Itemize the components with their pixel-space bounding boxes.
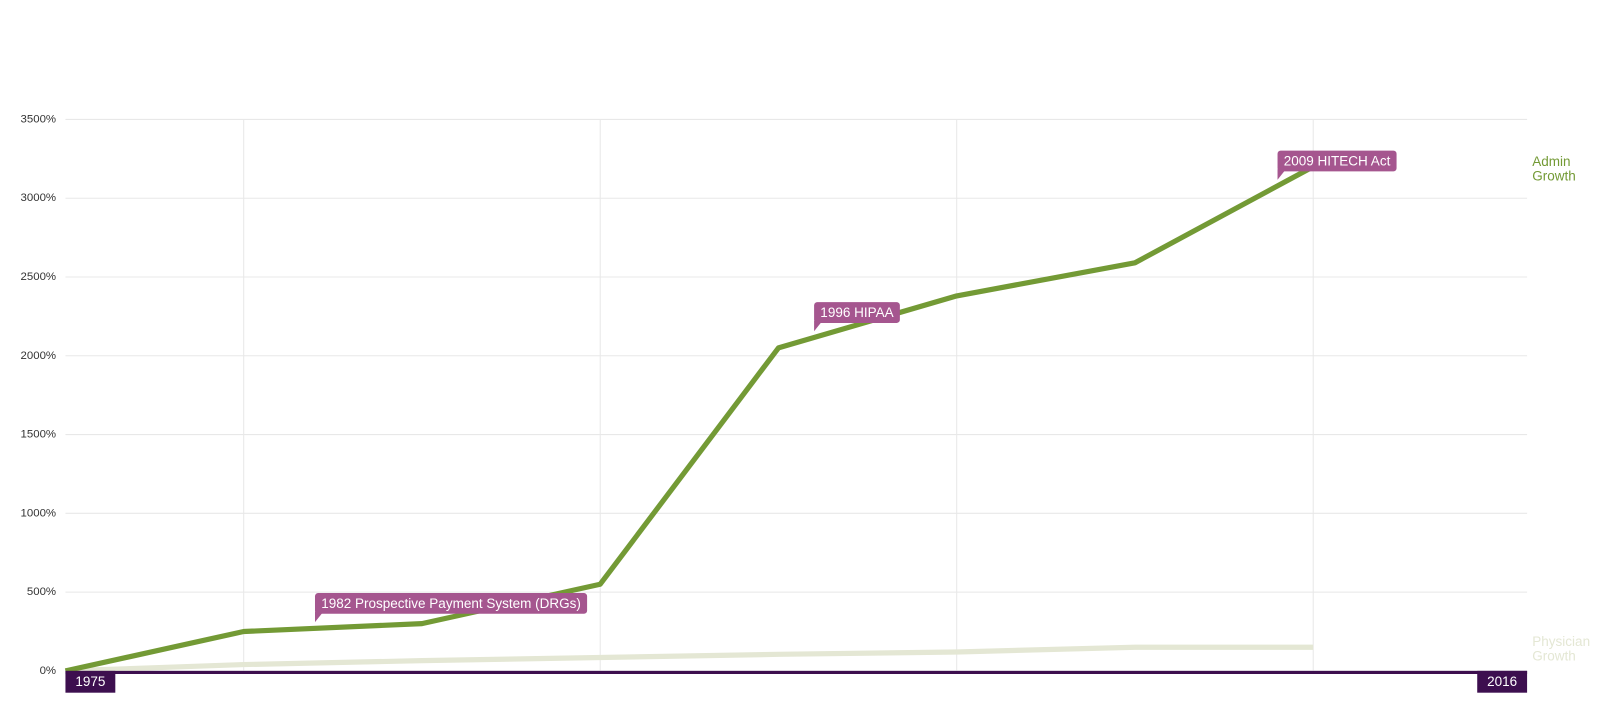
annotation-tail: [814, 320, 823, 332]
annotation-tail: [314, 611, 324, 623]
y-tick-label: 2500%: [21, 271, 57, 283]
annotation: 1982 Prospective Payment System (DRGs): [314, 593, 588, 623]
annotation-box: [314, 593, 588, 614]
annotation: 1996 HIPAA: [814, 302, 900, 332]
legend-label: Admin Growth: [1532, 154, 1576, 184]
legend-item: Admin Growth: [1532, 154, 1576, 184]
y-tick-label: 500%: [27, 586, 56, 598]
series-line: [65, 644, 1314, 674]
y-tick-label: 1000%: [21, 507, 57, 519]
x-tick-box: [65, 670, 116, 693]
x-tick-box: [1477, 670, 1528, 693]
y-tick-label: 1500%: [21, 429, 57, 441]
annotation-label: 1996 HIPAA: [820, 305, 893, 320]
annotation-box: [1277, 150, 1397, 172]
y-tick-label: 0%: [40, 665, 57, 677]
x-tick-label: 1975: [75, 674, 105, 689]
annotation-label: 2009 HITECH Act: [1284, 154, 1391, 169]
annotation: 2009 HITECH Act: [1277, 150, 1397, 180]
annotation-label: 1982 Prospective Payment System (DRGs): [321, 596, 581, 611]
legend-label: Physician Growth: [1532, 634, 1591, 664]
series-line: [64, 164, 1315, 674]
y-tick-label: 2000%: [21, 350, 57, 362]
y-tick-label: 3000%: [21, 192, 57, 204]
legend-item: Physician Growth: [1532, 634, 1591, 664]
x-axis: [65, 670, 1528, 674]
annotation-tail: [1277, 169, 1286, 180]
annotation-box: [814, 302, 900, 323]
y-tick-label: 3500%: [21, 113, 57, 125]
x-tick-label: 2016: [1487, 674, 1517, 689]
